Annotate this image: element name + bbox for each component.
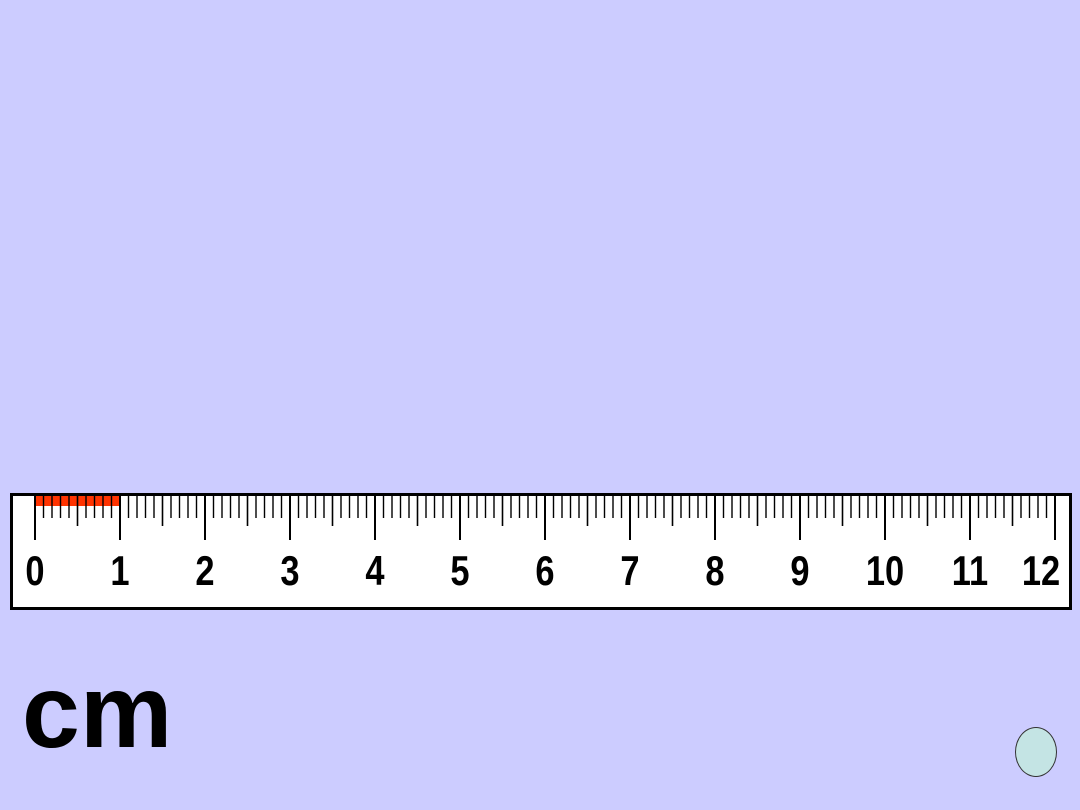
ruler-number: 0 bbox=[25, 547, 45, 594]
ruler-number: 10 bbox=[865, 547, 905, 594]
ruler-number: 9 bbox=[790, 547, 810, 594]
unit-label: cm bbox=[22, 654, 173, 770]
ruler-number: 4 bbox=[365, 547, 385, 594]
ruler-number: 12 bbox=[1021, 547, 1061, 594]
ruler-number: 1 bbox=[110, 547, 130, 594]
circle-nav-icon[interactable] bbox=[1015, 727, 1057, 777]
ruler-number: 2 bbox=[195, 547, 215, 594]
ruler-number: 3 bbox=[280, 547, 300, 594]
ruler: 0 1 2 3 4 5 6 7 8 9 10 11 12 bbox=[10, 493, 1072, 610]
ruler-number: 11 bbox=[951, 547, 989, 594]
ruler-number: 6 bbox=[535, 547, 555, 594]
ruler-ticks bbox=[34, 496, 1056, 540]
ruler-number: 5 bbox=[450, 547, 470, 594]
ruler-number: 7 bbox=[620, 547, 640, 594]
ruler-number: 8 bbox=[705, 547, 725, 594]
